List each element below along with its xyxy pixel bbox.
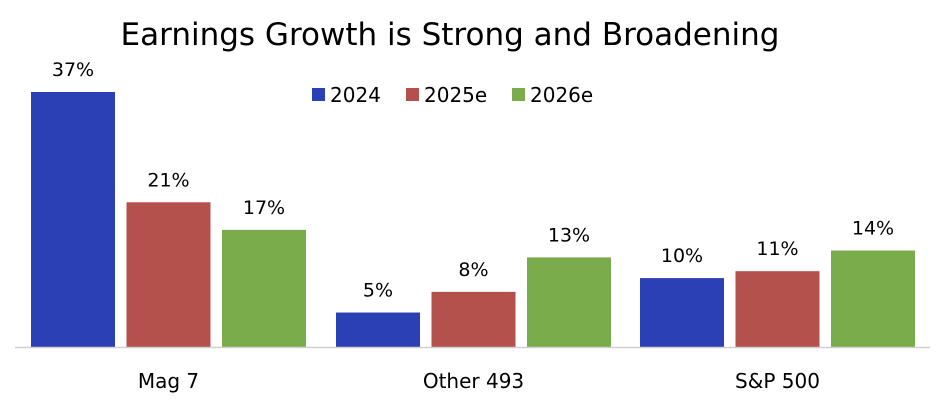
bar-2024-s-p-500 — [640, 278, 724, 347]
bar-2025e-other-493 — [431, 291, 516, 347]
data-label: 14% — [852, 218, 894, 240]
bar-2024-other-493 — [336, 312, 420, 347]
x-tick-label: Mag 7 — [138, 369, 199, 393]
bar-2024-mag-7 — [31, 92, 115, 347]
legend-label: 2024 — [330, 83, 381, 107]
data-label: 8% — [458, 259, 488, 281]
data-label: 21% — [147, 169, 189, 191]
x-tick-labels: Mag 7 Other 493 S&P 500 — [138, 369, 820, 393]
legend-swatch — [406, 88, 419, 101]
bar-2025e-mag-7 — [126, 202, 211, 347]
data-label: 17% — [243, 197, 285, 219]
data-label: 5% — [363, 280, 393, 302]
data-label: 37% — [52, 59, 94, 81]
bar-2026e-other-493 — [527, 257, 611, 347]
chart-title: Earnings Growth is Strong and Broadening — [121, 17, 780, 53]
x-tick-label: Other 493 — [423, 369, 524, 393]
data-label: 11% — [756, 238, 798, 260]
legend-swatch — [512, 88, 525, 101]
legend-swatch — [312, 88, 325, 101]
bars: 37% 21% 17% 5% 8% 13% 10% 11% 14% — [31, 59, 915, 347]
legend: 2024 2025e 2026e — [312, 83, 593, 107]
data-label: 13% — [548, 224, 590, 246]
bar-2026e-mag-7 — [222, 229, 306, 347]
bar-2026e-s-p-500 — [831, 250, 915, 347]
legend-label: 2026e — [530, 83, 593, 107]
bar-2025e-s-p-500 — [735, 271, 820, 347]
legend-label: 2025e — [424, 83, 487, 107]
x-tick-label: S&P 500 — [735, 369, 820, 393]
data-label: 10% — [661, 245, 703, 267]
